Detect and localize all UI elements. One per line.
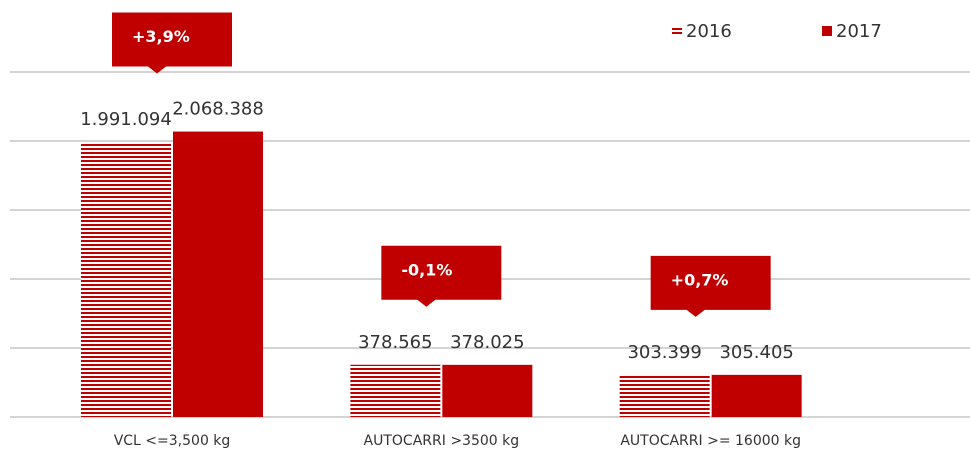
callout-label: +0,7%	[671, 270, 729, 289]
bar	[81, 142, 171, 417]
bar	[711, 374, 802, 417]
callout-label: +3,9%	[132, 27, 190, 46]
value-label: 378.025	[450, 332, 524, 353]
x-tick-label: VCL <=3,500 kg	[114, 433, 231, 449]
callout-box	[112, 12, 232, 74]
bar	[173, 131, 263, 418]
callout-box	[650, 255, 771, 317]
x-tick-label: AUTOCARRI >= 16000 kg	[620, 433, 801, 449]
x-tick-label: AUTOCARRI >3500 kg	[364, 433, 520, 449]
bar	[442, 364, 533, 417]
legend-label: 2016	[686, 21, 732, 42]
bar	[619, 375, 710, 417]
value-label: 2.068.388	[172, 99, 264, 120]
legend-swatch	[672, 26, 682, 36]
legend-label: 2017	[836, 21, 882, 42]
value-label: 378.565	[358, 332, 432, 353]
bar	[350, 364, 441, 417]
value-label: 305.405	[719, 342, 793, 363]
value-label: 303.399	[627, 342, 701, 363]
legend-swatch	[822, 26, 832, 36]
callout-label: -0,1%	[401, 260, 452, 279]
value-label: 1.991.094	[80, 109, 172, 130]
callout-box	[381, 245, 502, 307]
